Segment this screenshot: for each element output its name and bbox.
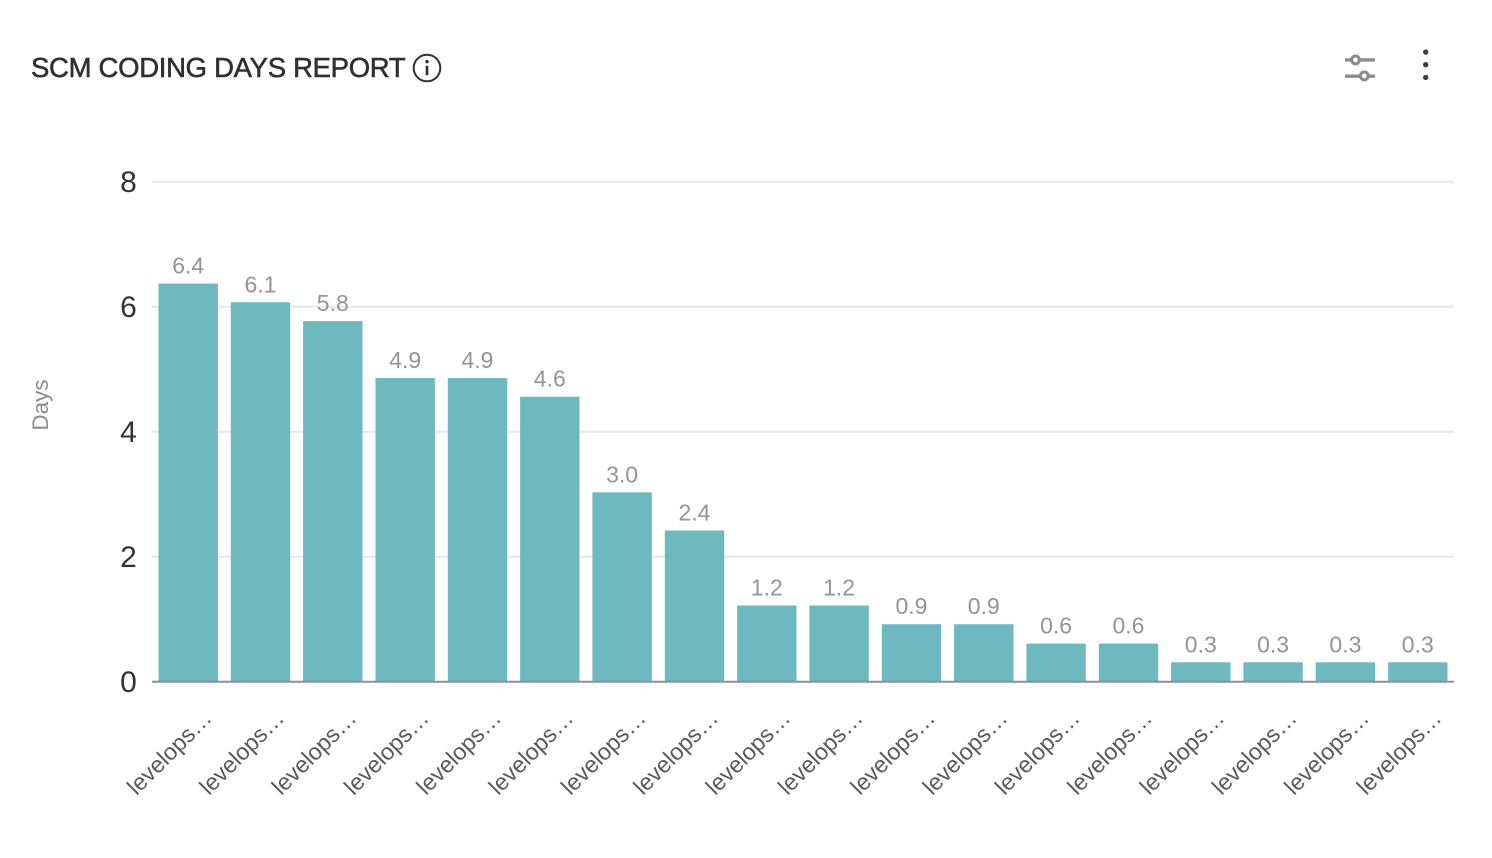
svg-text:3.0: 3.0	[606, 461, 638, 487]
svg-text:0.3: 0.3	[1185, 631, 1217, 657]
svg-text:8: 8	[120, 166, 137, 199]
svg-text:2: 2	[120, 541, 137, 574]
svg-text:1.2: 1.2	[823, 575, 855, 601]
svg-text:0: 0	[120, 666, 137, 699]
svg-text:0.6: 0.6	[1113, 613, 1145, 639]
svg-text:0.9: 0.9	[968, 593, 1000, 619]
svg-text:4.9: 4.9	[462, 347, 494, 373]
svg-text:4.9: 4.9	[389, 347, 421, 373]
svg-text:4: 4	[120, 416, 137, 449]
svg-text:0.9: 0.9	[896, 593, 928, 619]
svg-text:1.2: 1.2	[751, 575, 783, 601]
svg-text:Days: Days	[28, 379, 53, 430]
svg-text:0.3: 0.3	[1257, 631, 1289, 657]
svg-text:4.6: 4.6	[534, 366, 566, 392]
svg-text:0.6: 0.6	[1040, 613, 1072, 639]
svg-text:6.4: 6.4	[172, 253, 204, 279]
svg-text:0.3: 0.3	[1402, 631, 1434, 657]
svg-text:0.3: 0.3	[1329, 631, 1361, 657]
svg-text:2.4: 2.4	[679, 500, 711, 526]
svg-text:6: 6	[120, 291, 137, 324]
svg-text:6.1: 6.1	[245, 271, 277, 297]
svg-text:5.8: 5.8	[317, 290, 349, 316]
